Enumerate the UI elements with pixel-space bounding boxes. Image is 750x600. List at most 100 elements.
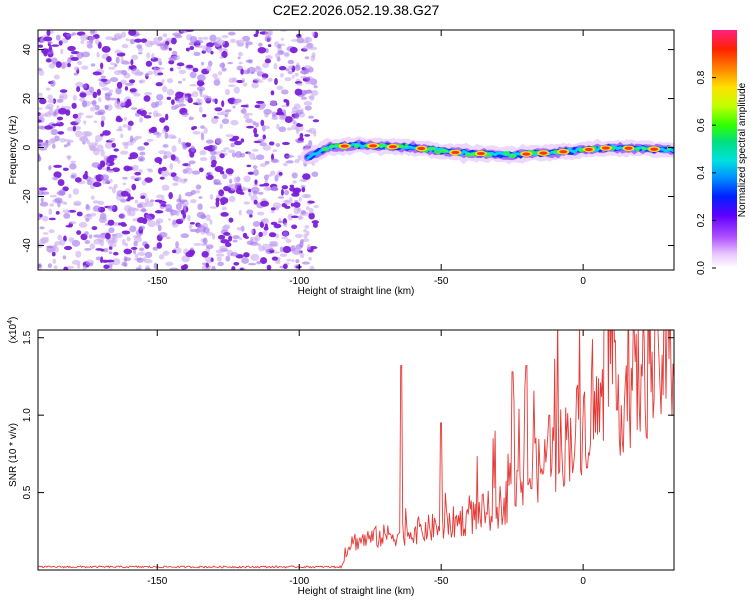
noise-speck xyxy=(211,265,216,270)
noise-speck xyxy=(136,257,144,263)
noise-speck xyxy=(225,168,234,175)
spectrogram-y-label: Frequency (Hz) xyxy=(8,116,19,185)
noise-speck xyxy=(128,30,137,36)
noise-speck xyxy=(298,197,302,202)
noise-speck xyxy=(109,97,118,101)
noise-speck xyxy=(57,131,65,135)
noise-speck xyxy=(47,99,55,104)
noise-speck xyxy=(230,38,236,44)
noise-speck xyxy=(266,264,272,270)
noise-speck xyxy=(300,75,309,79)
noise-speck xyxy=(161,166,167,172)
noise-speck xyxy=(284,51,290,58)
noise-speck xyxy=(217,261,224,267)
noise-speck xyxy=(251,82,259,89)
noise-speck xyxy=(281,236,288,240)
noise-speck xyxy=(232,239,238,243)
noise-speck xyxy=(218,71,223,76)
noise-speck xyxy=(219,123,223,129)
noise-speck xyxy=(199,150,207,156)
noise-speck xyxy=(178,137,182,145)
noise-speck xyxy=(143,258,153,264)
noise-speck xyxy=(100,75,107,79)
spectrogram-x-ticks: -150 -100 -50 0 xyxy=(147,30,586,287)
noise-speck xyxy=(98,216,106,223)
noise-speck xyxy=(227,84,236,88)
noise-speck xyxy=(199,88,203,96)
noise-speck xyxy=(111,142,116,148)
noise-speck xyxy=(255,30,259,35)
noise-speck xyxy=(79,92,87,98)
noise-speck xyxy=(304,105,312,111)
signal-peak-red xyxy=(340,144,349,148)
noise-speck xyxy=(145,60,153,67)
noise-speck xyxy=(294,159,300,164)
noise-speck xyxy=(154,199,163,203)
noise-speck xyxy=(74,177,82,183)
noise-speck xyxy=(160,203,167,207)
noise-speck xyxy=(81,100,88,108)
noise-speck xyxy=(182,144,188,150)
noise-speck xyxy=(38,44,44,48)
noise-speck xyxy=(114,232,123,239)
noise-speck xyxy=(59,239,66,246)
colorbar-tick-label: 0.6 xyxy=(696,118,707,132)
noise-speck xyxy=(90,30,96,34)
y-tick-label: 20 xyxy=(22,93,33,105)
signal-green xyxy=(404,143,409,148)
noise-speck xyxy=(306,76,311,82)
noise-speck xyxy=(278,65,287,71)
noise-speck xyxy=(48,229,55,234)
noise-speck xyxy=(298,137,304,142)
noise-speck xyxy=(235,150,243,158)
noise-speck xyxy=(102,130,111,136)
noise-speck xyxy=(294,112,300,120)
noise-speck xyxy=(231,152,236,158)
noise-speck xyxy=(107,169,115,174)
noise-speck xyxy=(94,111,104,116)
noise-speck xyxy=(266,187,271,191)
noise-speck xyxy=(268,141,275,146)
noise-speck xyxy=(237,56,241,60)
noise-speck xyxy=(65,224,73,228)
noise-speck xyxy=(284,160,294,164)
noise-speck xyxy=(288,65,294,69)
noise-speck xyxy=(123,256,128,263)
noise-speck xyxy=(121,230,131,235)
noise-speck xyxy=(115,56,120,64)
noise-speck xyxy=(159,41,165,48)
noise-speck xyxy=(209,219,213,225)
noise-speck xyxy=(122,176,128,180)
noise-speck xyxy=(129,210,136,217)
noise-speck xyxy=(38,119,42,123)
noise-speck xyxy=(311,171,319,178)
noise-speck xyxy=(273,63,278,70)
noise-speck xyxy=(270,100,277,107)
noise-speck xyxy=(67,155,71,161)
noise-speck xyxy=(133,249,137,255)
noise-speck xyxy=(157,72,164,76)
noise-speck xyxy=(285,68,290,72)
noise-speck xyxy=(221,50,228,58)
noise-speck xyxy=(108,66,116,70)
noise-speck xyxy=(133,241,138,247)
noise-speck xyxy=(295,259,300,264)
noise-speck xyxy=(227,97,235,103)
noise-speck xyxy=(74,118,81,124)
noise-speck xyxy=(296,37,305,44)
noise-speck xyxy=(232,105,236,109)
noise-speck xyxy=(221,34,229,39)
noise-speck xyxy=(217,234,226,240)
noise-speck xyxy=(240,267,244,270)
noise-speck xyxy=(57,179,65,186)
noise-speck xyxy=(194,44,204,49)
noise-speck xyxy=(180,233,189,239)
noise-speck xyxy=(38,154,41,162)
noise-speck xyxy=(56,120,61,124)
noise-speck xyxy=(78,136,88,142)
noise-speck xyxy=(155,101,159,108)
noise-speck xyxy=(249,152,256,160)
noise-speck xyxy=(45,87,51,91)
noise-speck xyxy=(250,229,255,234)
noise-speck xyxy=(200,133,205,141)
